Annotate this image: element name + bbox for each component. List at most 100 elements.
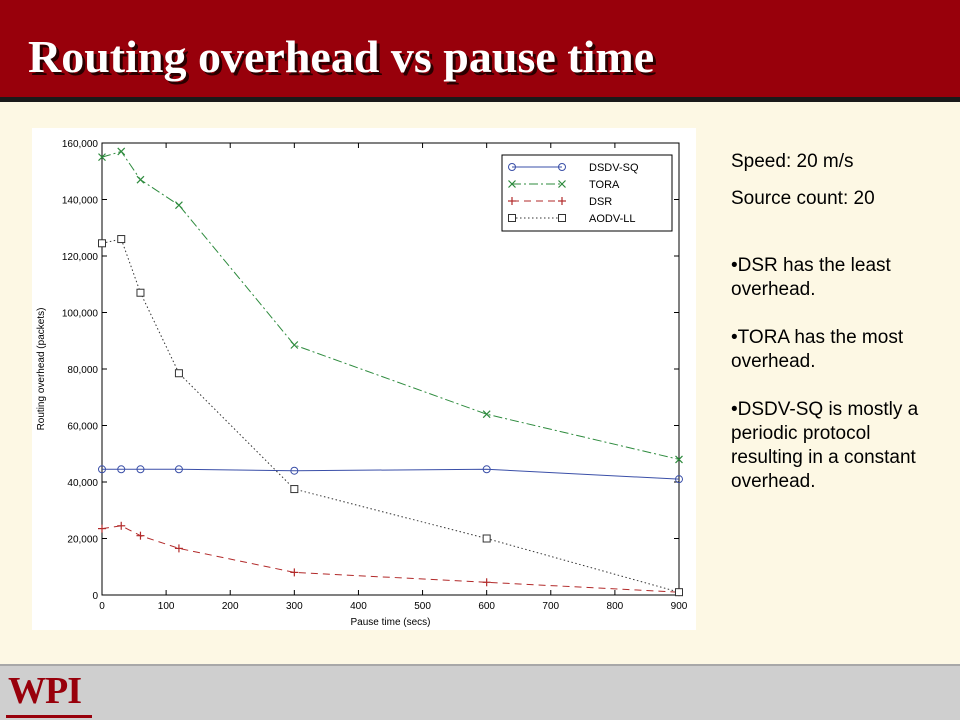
legend-marker [508,180,516,188]
x-tick-label: 500 [414,601,431,612]
data-point [136,288,145,297]
x-tick-label: 800 [607,601,624,612]
bullet-item: •TORA has the most overhead. [731,327,904,372]
logo-text: WPI [8,670,82,712]
line-chart: 0 100 200 300 400 500 600 700 800 900 0 20,000 40,00… [36,139,688,628]
legend-marker [508,197,516,205]
data-point [117,465,126,474]
chart-legend [501,154,673,232]
data-point [290,485,299,494]
x-tick-label: 700 [542,601,559,612]
data-point-stroke [482,410,491,419]
legend-marker-shape [558,163,566,171]
bullet-item: •DSR has the least overhead. [731,255,891,300]
y-tick-label: 100,000 [62,309,99,320]
legend-marker-stroke [558,180,566,188]
legend-label: TORA [589,179,620,191]
legend-marker [508,163,516,171]
wpi-logo: WPI [6,670,92,718]
data-point [482,465,491,474]
data-point [174,369,183,378]
bullet-list: •DSR has the least overhead. •TORA has t… [731,254,941,494]
data-point [136,531,145,540]
legend-label: DSR [589,196,612,208]
y-tick-label: 60,000 [67,422,98,433]
legend-label: DSDV-SQ [589,162,639,174]
data-point [117,147,126,156]
y-tick-label: 120,000 [62,252,99,263]
data-point-shape [136,288,145,297]
series-line-dsr [101,525,680,593]
data-point-stroke [136,175,145,184]
data-point [136,175,145,184]
legend-label: AODV-LL [589,213,635,225]
data-point-shape [98,465,106,474]
side-notes: Speed: 20 m/s Source count: 20 •DSR has … [731,150,941,518]
x-tick-label: 100 [158,601,175,612]
data-point [482,578,491,587]
legend-marker [558,163,566,171]
data-point-shape [290,485,299,494]
data-point [482,534,491,543]
data-point [675,455,683,464]
data-point [174,544,183,553]
y-tick-label: 160,000 [62,139,99,150]
legend-marker-shape [558,214,566,222]
data-point-shape [482,465,491,474]
data-point [117,235,126,244]
y-tick-label: 140,000 [62,196,99,207]
data-point [98,465,106,474]
data-point-shape [174,465,183,474]
data-point [174,465,183,474]
y-tick-label: 40,000 [67,478,98,489]
legend-marker-shape [508,163,516,171]
data-point [136,465,145,474]
x-tick-label: 300 [286,601,303,612]
data-point-shape [117,465,126,474]
x-axis-label: Pause time (secs) [350,617,430,628]
series-line-aodv-ll [101,238,680,593]
data-point [175,201,183,210]
data-point-stroke [117,147,126,156]
data-point-stroke [98,153,106,162]
y-tick-label: 80,000 [67,365,98,376]
data-point-shape [482,534,491,543]
y-tick-label: 20,000 [67,535,98,546]
x-tick-label: 600 [478,601,495,612]
x-tick-label: 900 [671,601,688,612]
legend-marker [508,214,516,222]
data-point [98,524,106,533]
data-point-stroke [175,201,183,210]
x-tick-label: 200 [222,601,239,612]
data-point-shape [675,475,683,484]
y-axis-label: Routing overhead (packets) [36,308,47,431]
title-bar: Routing overhead vs pause time [0,0,960,102]
data-point-shape [136,465,145,474]
data-point-shape [675,588,683,597]
data-point [290,466,299,475]
legend-marker [558,214,566,222]
data-point [482,410,491,419]
data-point [290,568,299,577]
x-tick-label: 0 [99,601,105,612]
data-point [117,521,126,530]
legend-marker-stroke [508,180,516,188]
chart-panel: 0 100 200 300 400 500 600 700 800 900 0 20,000 40,00… [32,128,696,630]
data-point [675,475,683,484]
series-line-dsdv-sq [102,468,680,480]
data-point [290,341,299,349]
legend-marker [558,180,566,188]
data-point-shape [98,239,106,248]
slide-title: Routing overhead vs pause time [28,31,655,82]
y-tick-label: 0 [92,591,98,602]
data-point [98,239,106,248]
data-point-shape [174,369,183,378]
data-point-shape [290,466,299,475]
logo-underline [6,715,92,718]
x-tick-label: 400 [350,601,367,612]
data-point-shape [117,235,126,244]
legend-marker [558,197,566,205]
data-point [98,153,106,162]
data-point-stroke [290,341,299,349]
data-point [675,588,683,597]
